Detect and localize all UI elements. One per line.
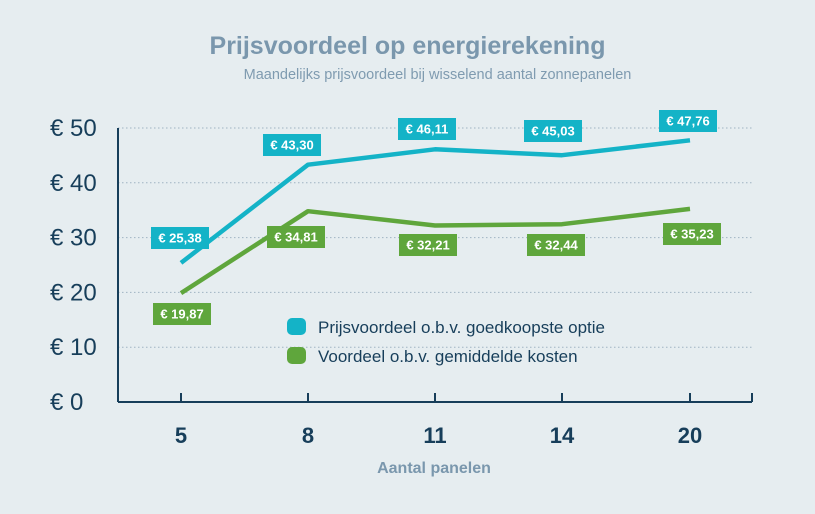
x-axis-label: Aantal panelen (377, 460, 491, 477)
data-label-box (659, 110, 717, 132)
y-tick-label: € 30 (50, 225, 97, 252)
data-labels: € 25,38 € 43,30 € 46,11 € 45,03 € 47,76 € 19,… (151, 110, 721, 325)
y-tick-label: € 0 (50, 389, 83, 416)
y-tick-label: € 40 (50, 170, 97, 197)
data-label: € 25,38 (158, 231, 201, 246)
legend-swatch (287, 318, 306, 335)
data-label: € 35,23 (670, 227, 713, 242)
legend-label: Voordeel o.b.v. gemiddelde kosten (318, 347, 578, 366)
data-label: € 47,76 (666, 114, 709, 129)
series-lines (179, 138, 691, 295)
data-label-box (527, 234, 585, 256)
data-label: € 46,11 (406, 122, 449, 137)
series-line-green (179, 206, 691, 295)
data-label-box (263, 134, 321, 156)
data-label: € 19,87 (160, 307, 203, 322)
data-label: € 45,03 (531, 124, 574, 139)
data-label: € 32,21 (406, 238, 449, 253)
legend-label: Prijsvoordeel o.b.v. goedkoopste optie (318, 318, 605, 337)
data-label-box (399, 234, 457, 256)
data-label: € 43,30 (270, 138, 313, 153)
data-label-box (151, 227, 209, 249)
data-label-box (398, 118, 456, 140)
data-label-box (663, 223, 721, 245)
chart-title: Prijsvoordeel op energierekening (209, 32, 606, 60)
data-label-box (524, 120, 582, 142)
data-label-box (267, 226, 325, 248)
x-tick-label: 14 (550, 423, 575, 448)
y-tick-label: € 10 (50, 334, 97, 361)
x-tick-label: 5 (175, 423, 187, 448)
legend-swatch (287, 347, 306, 364)
y-tick-label: € 50 (50, 115, 97, 142)
x-tick-label: 11 (423, 423, 446, 448)
x-tick-label: 20 (678, 423, 702, 448)
data-label: € 32,44 (534, 238, 578, 253)
x-axis-ticks: 5 8 11 14 20 (175, 393, 702, 448)
series-line-teal (179, 138, 691, 265)
y-axis-ticks: € 0 € 10 € 20 € 30 € 40 € 50 (50, 115, 97, 416)
data-label-box (153, 303, 211, 325)
legend: Prijsvoordeel o.b.v. goedkoopste optie Vo… (287, 318, 605, 366)
x-tick-label: 8 (302, 423, 314, 448)
chart-subtitle: Maandelijks prijsvoordeel bij wisselend … (243, 67, 632, 83)
y-tick-label: € 20 (50, 279, 97, 306)
data-label: € 34,81 (274, 230, 317, 245)
